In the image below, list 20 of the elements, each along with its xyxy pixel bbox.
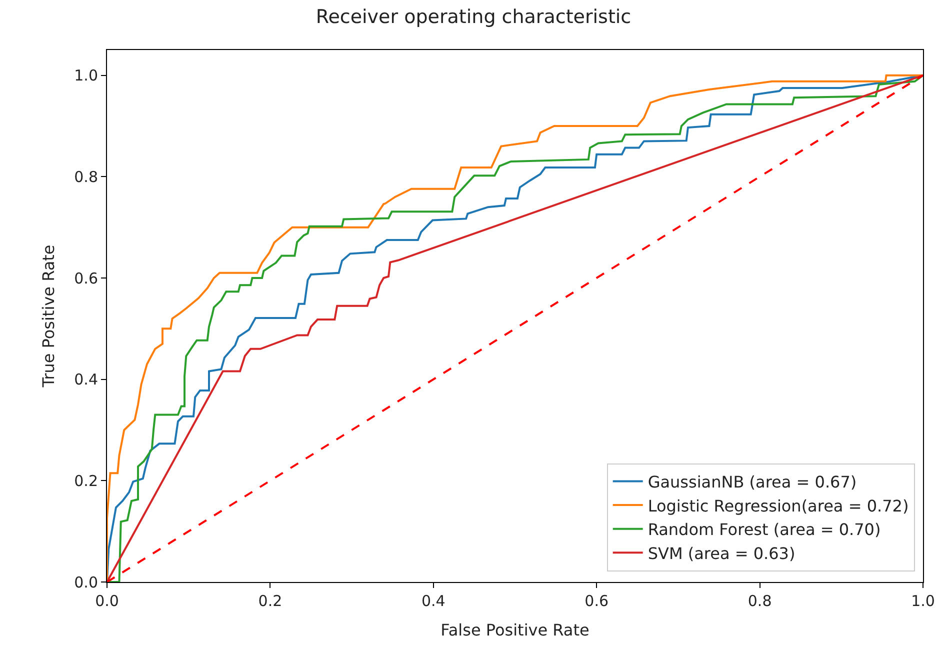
x-tick-label: 0.8 bbox=[748, 592, 772, 610]
y-tick-label: 1.0 bbox=[74, 66, 98, 85]
line-series bbox=[107, 74, 923, 582]
x-tick-label: 0.2 bbox=[258, 592, 282, 610]
legend-label: Random Forest (area = 0.70) bbox=[648, 520, 881, 540]
y-tick-label: 0.2 bbox=[74, 472, 98, 490]
x-axis-title: False Positive Rate bbox=[440, 620, 590, 640]
legend-label: GaussianNB (area = 0.67) bbox=[648, 472, 857, 492]
y-axis-title: True Positive Rate bbox=[39, 244, 58, 388]
legend-label: SVM (area = 0.63) bbox=[648, 544, 796, 563]
x-tick-label: 0.0 bbox=[95, 592, 119, 610]
legend-label: Logistic Regression(area = 0.72) bbox=[648, 496, 909, 516]
y-tick-label: 0.8 bbox=[74, 168, 98, 186]
y-tick-label: 0.6 bbox=[74, 269, 98, 288]
y-tick-label: 0.0 bbox=[74, 573, 98, 592]
y-tick-label: 0.4 bbox=[74, 370, 98, 389]
chart-title: Receiver operating characteristic bbox=[316, 6, 632, 28]
x-tick-label: 0.6 bbox=[584, 592, 609, 610]
x-tick-label: 1.0 bbox=[911, 592, 935, 610]
x-tick-label: 0.4 bbox=[421, 592, 446, 610]
